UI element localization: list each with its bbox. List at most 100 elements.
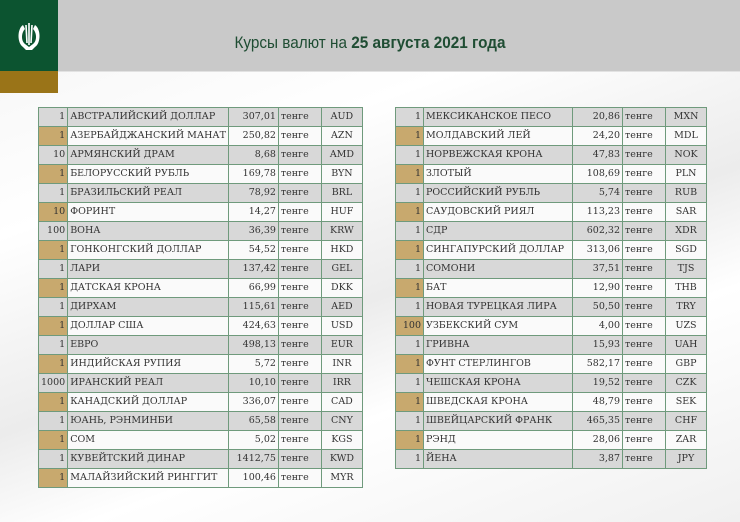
quantity: 1 xyxy=(37,164,69,184)
unit: тенге xyxy=(277,297,322,317)
rate: 582,17 xyxy=(572,354,623,374)
currency-code: CAD xyxy=(320,392,363,412)
unit: тенге xyxy=(622,430,666,450)
rate: 10,10 xyxy=(227,373,279,393)
currency-name: БРАЗИЛЬСКИЙ РЕАЛ xyxy=(67,183,229,203)
currency-code: AMD xyxy=(320,145,363,165)
currency-name: ШВЕЙЦАРСКИЙ ФРАНК xyxy=(423,411,573,431)
currency-name: КАНАДСКИЙ ДОЛЛАР xyxy=(67,392,229,412)
currency-name: ЛАРИ xyxy=(67,259,229,279)
unit: тенге xyxy=(277,316,322,336)
currency-code: MDL xyxy=(665,126,707,146)
quantity: 1 xyxy=(395,335,424,355)
currency-name: СОМОНИ xyxy=(423,259,573,279)
table-row: 1 МЕКСИКАНСКОЕ ПЕСО 20,86 тенге MXN xyxy=(395,107,707,127)
rate: 14,27 xyxy=(227,202,279,222)
currency-name: РОССИЙСКИЙ РУБЛЬ xyxy=(423,183,573,203)
table-row: 1 НОВАЯ ТУРЕЦКАЯ ЛИРА 50,50 тенге TRY xyxy=(395,297,707,317)
currency-code: KRW xyxy=(320,221,363,241)
currency-name: МАЛАЙЗИЙСКИЙ РИНГГИТ xyxy=(67,468,229,488)
table-row: 1 ЙЕНА 3,87 тенге JPY xyxy=(395,449,707,469)
currency-name: САУДОВСКИЙ РИЯЛ xyxy=(423,202,573,222)
currency-code: PLN xyxy=(665,164,707,184)
currency-code: AED xyxy=(320,297,363,317)
unit: тенге xyxy=(622,221,666,241)
quantity: 10 xyxy=(37,202,69,222)
currency-name: УЗБЕКСКИЙ СУМ xyxy=(423,316,573,336)
currency-code: HUF xyxy=(320,202,363,222)
quantity: 1 xyxy=(37,392,69,412)
currency-code: INR xyxy=(320,354,363,374)
quantity: 1 xyxy=(37,316,69,336)
quantity: 1 xyxy=(395,183,424,203)
quantity: 1 xyxy=(37,335,69,355)
rate: 602,32 xyxy=(572,221,623,241)
rate: 48,79 xyxy=(572,392,623,412)
currency-code: USD xyxy=(320,316,363,336)
currency-code: KWD xyxy=(320,449,363,469)
unit: тенге xyxy=(277,468,322,488)
currency-code: THB xyxy=(665,278,707,298)
quantity: 1 xyxy=(37,183,69,203)
rate: 1412,75 xyxy=(227,449,279,469)
quantity: 100 xyxy=(37,221,69,241)
rate: 498,13 xyxy=(227,335,279,355)
table-row: 1 МОЛДАВСКИЙ ЛЕЙ 24,20 тенге MDL xyxy=(395,126,707,146)
unit: тенге xyxy=(622,259,666,279)
rate: 28,06 xyxy=(572,430,623,450)
unit: тенге xyxy=(622,145,666,165)
unit: тенге xyxy=(622,278,666,298)
unit: тенге xyxy=(622,354,666,374)
unit: тенге xyxy=(277,392,322,412)
currency-name: ФОРИНТ xyxy=(67,202,229,222)
table-row: 10 ФОРИНТ 14,27 тенге HUF xyxy=(37,202,363,222)
quantity: 1 xyxy=(37,240,69,260)
unit: тенге xyxy=(622,126,666,146)
quantity: 1 xyxy=(395,126,424,146)
currency-name: ВОНА xyxy=(67,221,229,241)
currency-name: СДР xyxy=(423,221,573,241)
table-row: 1 ИНДИЙСКАЯ РУПИЯ 5,72 тенге INR xyxy=(37,354,363,374)
unit: тенге xyxy=(622,297,666,317)
rate: 250,82 xyxy=(227,126,279,146)
national-bank-emblem-icon xyxy=(18,22,40,50)
quantity: 1 xyxy=(37,107,69,127)
currency-name: ШВЕДСКАЯ КРОНА xyxy=(423,392,573,412)
table-row: 1 ЧЕШСКАЯ КРОНА 19,52 тенге CZK xyxy=(395,373,707,393)
quantity: 1 xyxy=(395,278,424,298)
rate: 108,69 xyxy=(572,164,623,184)
rate: 5,72 xyxy=(227,354,279,374)
currency-name: ЧЕШСКАЯ КРОНА xyxy=(423,373,573,393)
unit: тенге xyxy=(622,183,666,203)
quantity: 1 xyxy=(395,259,424,279)
rate: 19,52 xyxy=(572,373,623,393)
quantity: 1 xyxy=(395,430,424,450)
rate: 5,74 xyxy=(572,183,623,203)
currency-code: BRL xyxy=(320,183,363,203)
table-row: 1 ДОЛЛАР США 424,63 тенге USD xyxy=(37,316,363,336)
currency-code: KGS xyxy=(320,430,363,450)
unit: тенге xyxy=(277,183,322,203)
rate: 66,99 xyxy=(227,278,279,298)
quantity: 1 xyxy=(395,392,424,412)
page-title: Курсы валют на 25 августа 2021 года xyxy=(37,33,703,53)
table-row: 1 АЗЕРБАЙДЖАНСКИЙ МАНАТ 250,82 тенге AZN xyxy=(37,126,363,146)
currency-name: МОЛДАВСКИЙ ЛЕЙ xyxy=(423,126,573,146)
rate: 100,46 xyxy=(227,468,279,488)
quantity: 1 xyxy=(395,449,424,469)
quantity: 1 xyxy=(37,354,69,374)
table-row: 100 УЗБЕКСКИЙ СУМ 4,00 тенге UZS xyxy=(395,316,707,336)
unit: тенге xyxy=(277,430,322,450)
unit: тенге xyxy=(622,335,666,355)
currency-name: ЙЕНА xyxy=(423,449,573,469)
quantity: 1 xyxy=(395,240,424,260)
unit: тенге xyxy=(622,392,666,412)
table-row: 1 ГОНКОНГСКИЙ ДОЛЛАР 54,52 тенге HKD xyxy=(37,240,363,260)
unit: тенге xyxy=(277,354,322,374)
currency-code: TRY xyxy=(665,297,707,317)
currency-code: EUR xyxy=(320,335,363,355)
table-row: 1 ЛАРИ 137,42 тенге GEL xyxy=(37,259,363,279)
currency-code: UAH xyxy=(665,335,707,355)
table-row: 1 ЕВРО 498,13 тенге EUR xyxy=(37,335,363,355)
quantity: 1 xyxy=(37,449,69,469)
